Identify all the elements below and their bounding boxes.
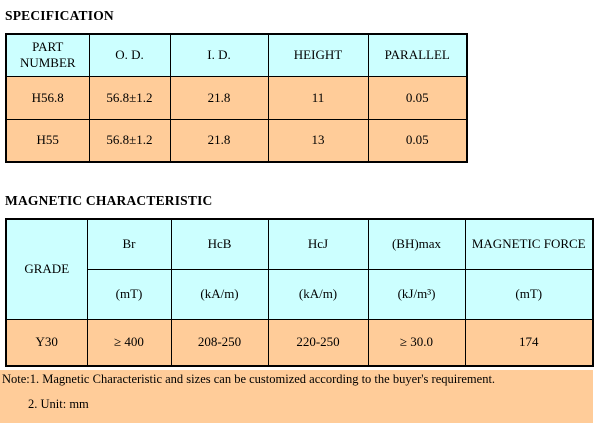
spec-cell-id: 21.8 xyxy=(169,75,269,120)
magnetic-header-bhmax: (BH)max xyxy=(367,218,466,270)
spec-cell-parallel: 0.05 xyxy=(367,118,468,163)
spec-header-row: PART NUMBER O. D. I. D. HEIGHT PARALLEL xyxy=(5,33,468,77)
specification-title: SPECIFICATION xyxy=(5,8,114,23)
spec-cell-od: 56.8±1.2 xyxy=(88,118,171,163)
spec-cell-part-number: H55 xyxy=(5,118,90,163)
magnetic-cell-grade: Y30 xyxy=(5,318,88,367)
magnetic-characteristic-title: MAGNETIC CHARACTERISTIC xyxy=(5,193,213,208)
magnetic-cell-br: ≥ 400 xyxy=(86,318,172,367)
spec-row-h56-8: H56.8 56.8±1.2 21.8 11 0.05 xyxy=(5,75,468,120)
spec-header-part-number: PART NUMBER xyxy=(5,33,90,77)
specification-table: PART NUMBER O. D. I. D. HEIGHT PARALLEL … xyxy=(5,33,468,163)
spec-cell-od: 56.8±1.2 xyxy=(88,75,171,120)
magnetic-characteristic-table: GRADE Br HcB HcJ (BH)max MAGNETIC FORCE … xyxy=(5,218,594,367)
magnetic-cell-hcj: 220-250 xyxy=(267,318,369,367)
spec-header-height: HEIGHT xyxy=(267,33,369,77)
spec-header-od: O. D. xyxy=(88,33,171,77)
magnetic-header-hcb: HcB xyxy=(170,218,269,270)
spec-cell-height: 13 xyxy=(267,118,369,163)
magnetic-cell-magnetic-force: 174 xyxy=(464,318,594,367)
magnetic-header-magnetic-force: MAGNETIC FORCE xyxy=(464,218,594,270)
magnetic-header-row-quantities: GRADE Br HcB HcJ (BH)max MAGNETIC FORCE xyxy=(5,218,594,320)
magnetic-unit-bhmax: (kJ/m³) xyxy=(367,268,466,320)
notes-block: Note:1. Magnetic Characteristic and size… xyxy=(0,370,593,423)
magnetic-cell-bhmax: ≥ 30.0 xyxy=(367,318,466,367)
spec-cell-height: 11 xyxy=(267,75,369,120)
magnetic-header-row-units: (mT) (kA/m) (kA/m) (kJ/m³) (mT) xyxy=(6,268,594,320)
note-line-1: Note:1. Magnetic Characteristic and size… xyxy=(2,372,496,386)
spec-row-h55: H55 56.8±1.2 21.8 13 0.05 xyxy=(5,118,468,163)
magnetic-unit-magnetic-force: (mT) xyxy=(464,268,594,320)
magnetic-header-grade: GRADE xyxy=(5,218,88,320)
magnetic-unit-br: (mT) xyxy=(86,268,172,320)
note-line-2: 2. Unit: mm xyxy=(28,397,89,411)
magnetic-unit-hcj: (kA/m) xyxy=(267,268,369,320)
spec-cell-id: 21.8 xyxy=(169,118,269,163)
magnetic-header-br: Br xyxy=(86,218,172,270)
spec-cell-parallel: 0.05 xyxy=(367,75,468,120)
magnetic-row-y30: Y30 ≥ 400 208-250 220-250 ≥ 30.0 174 xyxy=(5,318,594,367)
spec-header-id: I. D. xyxy=(169,33,269,77)
spec-header-parallel: PARALLEL xyxy=(367,33,468,77)
magnetic-unit-hcb: (kA/m) xyxy=(170,268,269,320)
magnetic-header-hcj: HcJ xyxy=(267,218,369,270)
magnetic-cell-hcb: 208-250 xyxy=(170,318,269,367)
spec-cell-part-number: H56.8 xyxy=(5,75,90,120)
